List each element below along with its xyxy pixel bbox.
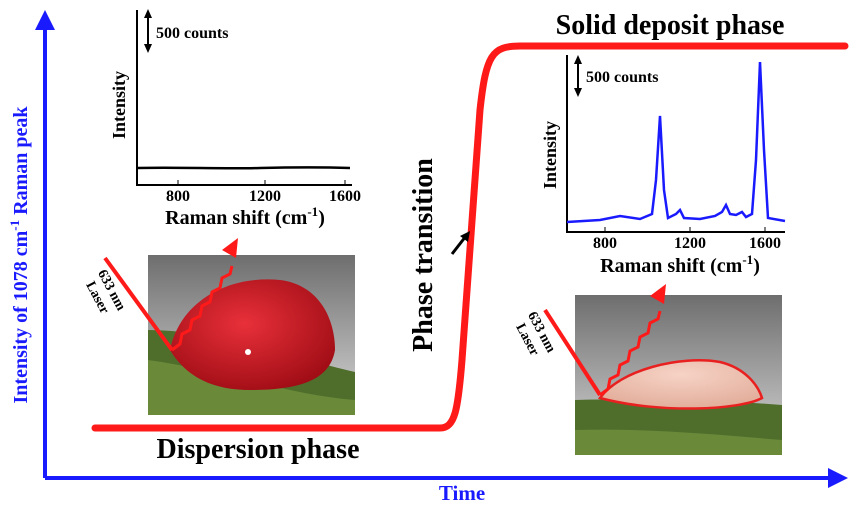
left-xtick: 800 <box>166 188 190 205</box>
right-scale-bar: 500 counts <box>586 69 658 86</box>
left-scale-bar: 500 counts <box>156 25 228 42</box>
right-y-label: Intensity <box>540 121 560 189</box>
left-y-label: Intensity <box>109 71 129 139</box>
right-x-label: Raman shift (cm-1) <box>600 252 760 277</box>
right-xtick: 800 <box>593 235 617 252</box>
solid-label: Solid deposit phase <box>556 10 785 41</box>
main-axes <box>35 10 848 488</box>
transition-arrow <box>450 231 470 255</box>
phase-curve <box>91 42 849 432</box>
right-photo <box>543 284 782 455</box>
left-photo <box>103 238 355 415</box>
x-axis-label: Time <box>439 481 485 505</box>
y-axis-label: Intensity of 1078 cm-1 Raman peak <box>7 106 32 404</box>
left-xtick: 1200 <box>249 188 281 205</box>
flat-spectrum <box>136 166 351 170</box>
right-xtick: 1200 <box>674 235 706 252</box>
left-x-label: Raman shift (cm-1) <box>165 204 325 229</box>
left-inset <box>136 9 352 186</box>
left-laser-text: 633 nmLaser <box>80 267 128 321</box>
right-xtick: 1600 <box>749 235 781 252</box>
dispersion-label: Dispersion phase <box>156 434 359 465</box>
raman-spectrum <box>566 61 786 224</box>
right-inset <box>566 55 786 233</box>
left-xtick: 1600 <box>329 188 361 205</box>
transition-label: Phase transition <box>408 158 439 352</box>
